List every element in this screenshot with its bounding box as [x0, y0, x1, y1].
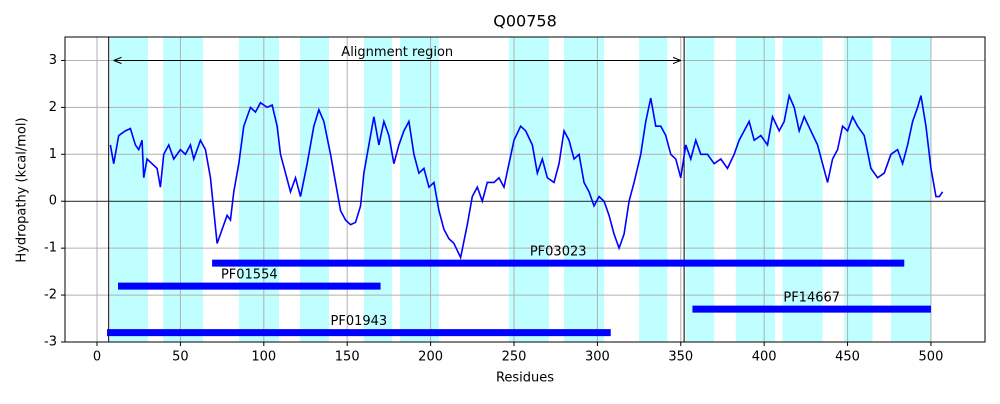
x-tick-label: 250	[502, 350, 527, 365]
y-tick-label: -1	[44, 241, 57, 256]
tm-band	[300, 37, 330, 342]
y-tick-label: 2	[49, 100, 57, 115]
alignment-label: Alignment region	[341, 45, 453, 60]
y-tick-label: 1	[49, 147, 57, 162]
domain-label: PF01943	[331, 314, 388, 329]
x-tick-label: 150	[335, 350, 360, 365]
domain-label: PF03023	[530, 245, 587, 260]
plot-frame	[64, 36, 986, 343]
y-tick-label: 3	[49, 53, 57, 68]
tm-band	[685, 37, 715, 342]
y-tick-label: -3	[44, 335, 57, 350]
x-tick-label: 500	[919, 350, 944, 365]
x-tick-label: 400	[752, 350, 777, 365]
domain-label: PF01554	[221, 268, 278, 283]
y-tick-label: -2	[44, 288, 57, 303]
tm-band	[844, 37, 873, 342]
tm-band	[639, 37, 668, 342]
tm-band	[508, 37, 550, 342]
tm-band	[400, 37, 439, 342]
tm-band	[110, 37, 149, 342]
tm-band	[735, 37, 776, 342]
y-axis-label: Hydropathy (kcal/mol)	[15, 117, 30, 262]
domain-label: PF14667	[783, 291, 840, 306]
x-axis-label: Residues	[496, 371, 554, 386]
chart-title: Q00758	[493, 12, 557, 31]
hydropathy-line	[109, 92, 944, 261]
tm-band	[238, 37, 279, 342]
tm-band	[163, 37, 203, 342]
x-tick-label: 200	[418, 350, 443, 365]
x-tick-label: 100	[251, 350, 276, 365]
x-tick-label: 0	[93, 350, 101, 365]
tm-band	[564, 37, 605, 342]
x-tick-label: 300	[585, 350, 610, 365]
x-tick-label: 50	[172, 350, 189, 365]
y-tick-label: 0	[49, 194, 57, 209]
tm-band	[782, 37, 823, 342]
x-tick-label: 450	[835, 350, 860, 365]
tm-band	[890, 37, 931, 342]
tm-band	[364, 37, 393, 342]
x-tick-label: 350	[668, 350, 693, 365]
